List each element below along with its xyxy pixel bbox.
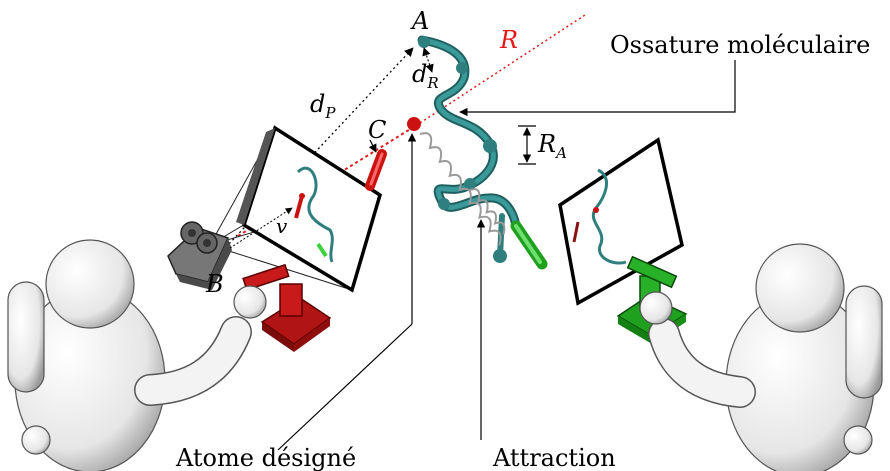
d-r-main: d xyxy=(412,60,428,88)
right-screen xyxy=(558,137,684,306)
r-a-sub: A xyxy=(556,144,567,162)
label-ray-r: R xyxy=(500,26,519,54)
label-point-c: C xyxy=(368,116,387,144)
d-r-sub: R xyxy=(427,74,439,92)
label-vector-v: v xyxy=(276,214,288,238)
red-probe xyxy=(365,149,387,191)
molecule-backbone xyxy=(407,35,521,263)
spring-icon xyxy=(419,132,506,246)
label-backbone: Ossature moléculaire xyxy=(610,31,871,59)
green-probe xyxy=(510,220,548,270)
label-point-b: B xyxy=(206,270,224,298)
label-selected-atom: Atome désigné xyxy=(176,444,357,471)
label-point-a: A xyxy=(412,7,430,35)
camera-icon xyxy=(167,221,232,290)
person-left-icon xyxy=(7,239,267,471)
d-p-main: d xyxy=(310,90,326,118)
vector-v-arrow xyxy=(229,207,293,249)
haptic-robot-red-icon xyxy=(242,263,332,352)
person-right-icon xyxy=(639,243,883,471)
left-screen xyxy=(209,125,383,293)
label-d-p: dP xyxy=(310,92,335,121)
label-attraction: Attraction xyxy=(493,444,616,471)
annotation-arrows xyxy=(277,47,736,451)
label-d-r: dR xyxy=(412,62,439,91)
selected-atom-dot xyxy=(407,117,421,131)
r-a-main: R xyxy=(538,130,557,158)
label-r-a: RA xyxy=(538,132,567,161)
d-p-sub: P xyxy=(325,104,336,122)
